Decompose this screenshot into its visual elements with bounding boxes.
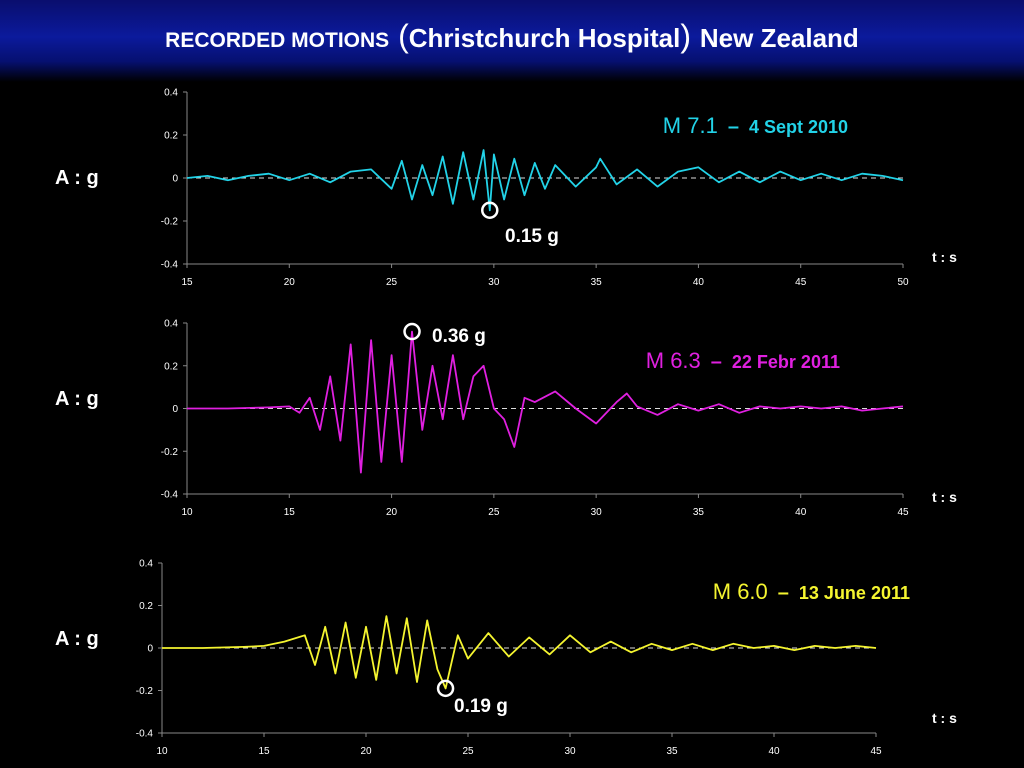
chart-2: 0.4 0.2 0 -0.2 -0.410 15 20 25 30 35 40 45 A : g t : …: [55, 319, 957, 519]
chart-1: 0.4 0.2 0 -0.2 -0.415 20 25 30 35 40 45 50 A : g t : …: [55, 88, 957, 289]
y-tick-label: -0.4: [161, 490, 179, 501]
y-tick-label: 0: [172, 404, 178, 415]
title-open-paren: (: [398, 18, 409, 54]
earthquake-date: 13 June 2011: [799, 583, 910, 603]
earthquake-label: M 6.0–13 June 2011: [713, 579, 910, 604]
y-tick-label: 0.2: [164, 361, 178, 372]
x-tick-label: 15: [181, 277, 193, 288]
x-tick-label: 25: [386, 277, 398, 288]
acceleration-series: [162, 615, 877, 690]
y-tick-label: -0.2: [136, 686, 154, 697]
x-tick-label: 20: [360, 746, 372, 757]
peak-marker: [436, 679, 455, 698]
earthquake-magnitude: M 6.0: [713, 579, 768, 604]
x-tick-label: 40: [795, 507, 807, 518]
title-location: Christchurch Hospital: [408, 23, 681, 53]
earthquake-label: M 6.3–22 Febr 2011: [646, 348, 840, 373]
x-axis-label: t : s: [932, 710, 957, 726]
x-tick-label: 40: [693, 277, 705, 288]
y-tick-label: 0.4: [164, 319, 178, 330]
x-tick-label: 35: [693, 507, 705, 518]
x-tick-label: 30: [488, 277, 500, 288]
x-tick-label: 45: [870, 746, 882, 757]
earthquake-magnitude: M 7.1: [663, 113, 718, 138]
y-axis-label: A : g: [55, 167, 99, 189]
y-tick-label: -0.2: [161, 217, 179, 228]
x-tick-label: 10: [156, 746, 168, 757]
peak-label: 0.19 g: [454, 696, 508, 717]
y-tick-label: -0.4: [161, 260, 179, 271]
x-tick-label: 10: [181, 507, 193, 518]
x-tick-label: 25: [462, 746, 474, 757]
y-tick-label: 0: [147, 644, 153, 655]
earthquake-date: 4 Sept 2010: [749, 117, 848, 137]
earthquake-label: M 7.1–4 Sept 2010: [663, 113, 848, 138]
peak-label: 0.15 g: [505, 226, 559, 247]
x-tick-label: 25: [488, 507, 500, 518]
y-tick-label: 0.2: [164, 131, 178, 142]
earthquake-date: 22 Febr 2011: [732, 352, 840, 372]
acceleration-series: [187, 330, 904, 474]
page-title: RECORDED MOTIONS (Christchurch Hospital)…: [0, 18, 1024, 55]
earthquake-dash: –: [711, 351, 722, 373]
x-tick-label: 15: [258, 746, 270, 757]
peak-label: 0.36 g: [432, 326, 486, 347]
x-tick-label: 30: [591, 507, 603, 518]
peak-marker: [403, 322, 421, 341]
y-tick-label: 0: [172, 174, 178, 185]
x-tick-label: 35: [591, 277, 603, 288]
title-close-paren: ): [680, 18, 691, 54]
x-tick-label: 45: [897, 507, 909, 518]
x-tick-label: 15: [284, 507, 296, 518]
x-tick-label: 40: [768, 746, 780, 757]
x-tick-label: 30: [564, 746, 576, 757]
chart-3: 0.4 0.2 0 -0.2 -0.410 15 20 25 30 35 40 45 A : g t : …: [55, 559, 957, 758]
y-axis-label: A : g: [55, 628, 99, 650]
earthquake-dash: –: [728, 116, 739, 138]
x-tick-label: 20: [386, 507, 398, 518]
title-banner: RECORDED MOTIONS (Christchurch Hospital)…: [0, 0, 1024, 82]
x-axis-label: t : s: [932, 249, 957, 265]
x-tick-label: 20: [284, 277, 296, 288]
x-axis-label: t : s: [932, 489, 957, 505]
title-recorded-motions: RECORDED MOTIONS: [165, 29, 390, 52]
x-tick-label: 45: [795, 277, 807, 288]
y-tick-label: 0.4: [164, 88, 178, 99]
y-tick-label: 0.4: [139, 559, 153, 570]
acceleration-series: [186, 149, 904, 212]
x-tick-label: 50: [897, 277, 909, 288]
title-country: New Zealand: [699, 23, 859, 53]
y-axis-label: A : g: [55, 388, 99, 410]
earthquake-magnitude: M 6.3: [646, 348, 701, 373]
y-tick-label: -0.2: [161, 447, 179, 458]
peak-marker: [481, 201, 499, 219]
earthquake-dash: –: [778, 582, 789, 604]
x-tick-label: 35: [666, 746, 678, 757]
y-tick-label: 0.2: [139, 601, 153, 612]
y-tick-label: -0.4: [136, 729, 154, 740]
